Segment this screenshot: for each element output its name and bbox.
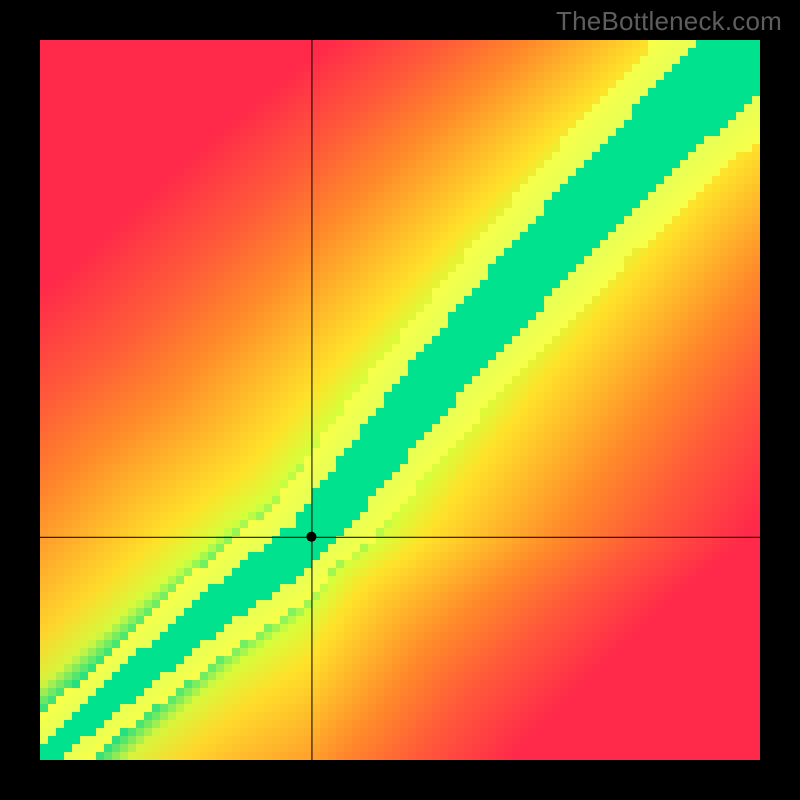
watermark-text: TheBottleneck.com [556,6,782,37]
heatmap-chart [0,0,800,800]
